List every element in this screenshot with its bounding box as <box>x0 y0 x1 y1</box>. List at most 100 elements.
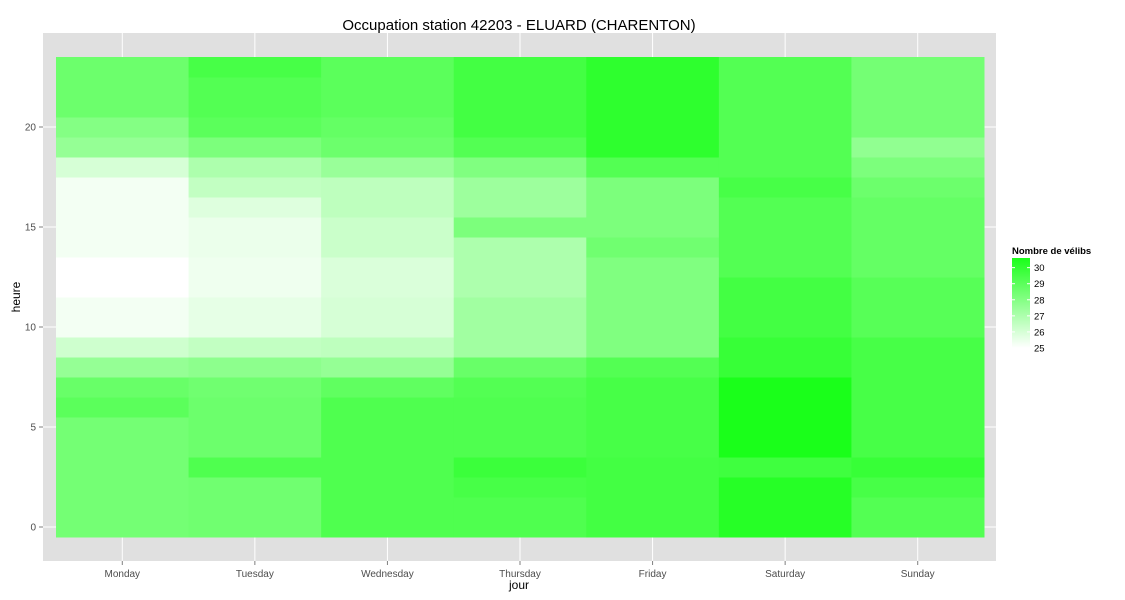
heatmap-tile <box>851 277 985 298</box>
heatmap-tile <box>586 277 720 298</box>
heatmap-tile <box>56 497 190 518</box>
heatmap-tile <box>56 417 190 438</box>
heatmap-tile <box>586 497 720 518</box>
heatmap-tile <box>851 357 985 378</box>
heatmap-tile <box>453 517 587 538</box>
y-axis-ticks: 0 5 10 15 20 <box>25 123 43 534</box>
heatmap-tile <box>851 197 985 218</box>
heatmap-tile <box>718 457 852 478</box>
heatmap-tile <box>56 337 190 358</box>
heatmap-tile <box>851 457 985 478</box>
heatmap-tile <box>188 157 322 178</box>
heatmap-tile <box>188 357 322 378</box>
heatmap-tile <box>586 477 720 498</box>
heatmap-tile <box>321 477 455 498</box>
heatmap-tile <box>188 237 322 258</box>
heatmap-tile <box>453 137 587 158</box>
heatmap-tile <box>718 237 852 258</box>
heatmap-tile <box>188 517 322 538</box>
heatmap-tile <box>56 257 190 278</box>
heatmap-tile <box>453 197 587 218</box>
y-tick-label: 20 <box>25 123 37 134</box>
heatmap-tile <box>188 477 322 498</box>
heatmap-tile <box>453 357 587 378</box>
heatmap-tile <box>718 57 852 78</box>
heatmap-tile <box>321 397 455 418</box>
y-axis-title: heure <box>9 281 23 312</box>
heatmap-tile <box>586 377 720 398</box>
heatmap-tile <box>188 297 322 318</box>
heatmap-tile <box>851 257 985 278</box>
heatmap-tile <box>718 177 852 198</box>
legend-tick-label: 30 <box>1034 263 1045 274</box>
heatmap-tile <box>188 217 322 238</box>
y-tick-label: 10 <box>25 323 37 334</box>
heatmap-tile <box>321 277 455 298</box>
heatmap-tile <box>188 137 322 158</box>
heatmap-tile <box>321 57 455 78</box>
heatmap-tile <box>453 157 587 178</box>
heatmap-tile <box>453 457 587 478</box>
heatmap-tile <box>586 517 720 538</box>
heatmap-tile <box>321 337 455 358</box>
heatmap-tile <box>718 217 852 238</box>
heatmap-tile <box>586 217 720 238</box>
heatmap-tiles <box>56 57 985 538</box>
heatmap-tile <box>851 477 985 498</box>
heatmap-tile <box>188 497 322 518</box>
heatmap-tile <box>586 197 720 218</box>
heatmap-tile <box>453 177 587 198</box>
heatmap-tile <box>321 377 455 398</box>
heatmap-tile <box>453 257 587 278</box>
heatmap-tile <box>453 237 587 258</box>
y-tick-label: 15 <box>25 223 37 234</box>
heatmap-tile <box>718 337 852 358</box>
heatmap-tile <box>321 357 455 378</box>
heatmap-tile <box>851 77 985 98</box>
legend-tick-label: 26 <box>1034 327 1045 338</box>
heatmap-tile <box>851 57 985 78</box>
chart-title: Occupation station 42203 - ELUARD (CHARE… <box>342 17 695 34</box>
heatmap-tile <box>453 97 587 118</box>
heatmap-tile <box>718 357 852 378</box>
heatmap-tile <box>586 257 720 278</box>
heatmap-tile <box>718 137 852 158</box>
heatmap-tile <box>453 477 587 498</box>
heatmap-tile <box>718 297 852 318</box>
legend-title: Nombre de vélibs <box>1012 246 1091 257</box>
heatmap-tile <box>586 457 720 478</box>
heatmap-tile <box>188 457 322 478</box>
heatmap-tile <box>718 197 852 218</box>
y-tick-label: 5 <box>30 423 36 434</box>
heatmap-tile <box>718 377 852 398</box>
heatmap-tile <box>851 137 985 158</box>
heatmap-tile <box>851 97 985 118</box>
heatmap-tile <box>718 397 852 418</box>
heatmap-tile <box>321 517 455 538</box>
color-legend: Nombre de vélibs 30 29 28 27 26 25 <box>1012 246 1091 355</box>
heatmap-tile <box>851 517 985 538</box>
heatmap-tile <box>188 277 322 298</box>
heatmap-tile <box>851 397 985 418</box>
heatmap-tile <box>56 277 190 298</box>
heatmap-tile <box>321 417 455 438</box>
legend-tick-label: 25 <box>1034 344 1045 355</box>
heatmap-tile <box>56 137 190 158</box>
heatmap-tile <box>56 197 190 218</box>
heatmap-tile <box>188 317 322 338</box>
heatmap-tile <box>586 157 720 178</box>
heatmap-tile <box>188 337 322 358</box>
heatmap-tile <box>188 57 322 78</box>
heatmap-tile <box>56 297 190 318</box>
heatmap-tile <box>321 497 455 518</box>
legend-ticks: 30 29 28 27 26 25 <box>1012 263 1045 355</box>
heatmap-tile <box>453 417 587 438</box>
heatmap-tile <box>586 177 720 198</box>
heatmap-tile <box>718 257 852 278</box>
heatmap-tile <box>586 397 720 418</box>
heatmap-tile <box>453 117 587 138</box>
heatmap-tile <box>718 497 852 518</box>
heatmap-tile <box>851 317 985 338</box>
heatmap-tile <box>851 157 985 178</box>
